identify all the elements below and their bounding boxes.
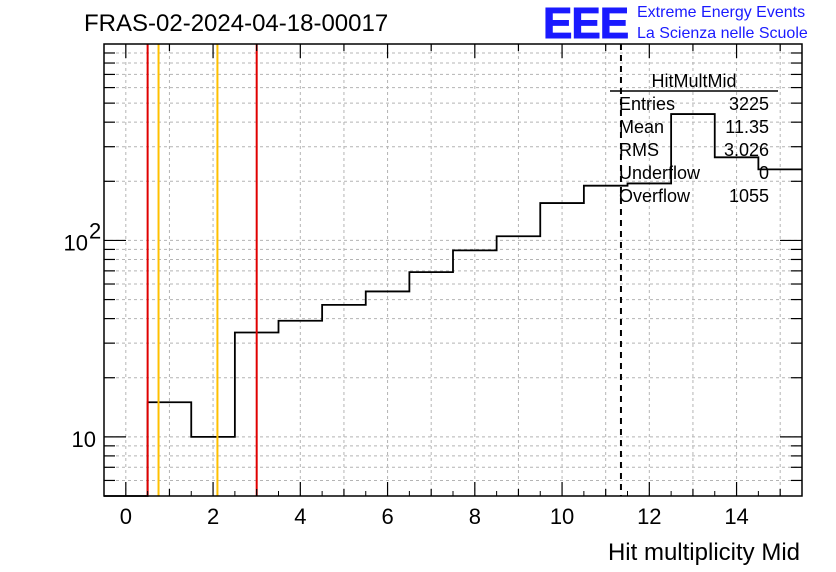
stats-label-mean: Mean bbox=[619, 117, 664, 137]
x-tick-label: 6 bbox=[381, 504, 393, 529]
x-tick-label: 2 bbox=[207, 504, 219, 529]
stats-value-overflow: 1055 bbox=[729, 186, 769, 206]
y-tick-label: 10 bbox=[72, 427, 96, 452]
stats-title: HitMultMid bbox=[651, 71, 736, 91]
grid bbox=[104, 44, 802, 496]
histogram-bins bbox=[104, 113, 802, 497]
chart-title: FRAS-02-2024-04-18-00017 bbox=[84, 10, 389, 37]
histogram-bin bbox=[497, 236, 541, 496]
x-tick-label: 14 bbox=[724, 504, 748, 529]
x-axis-label: Hit multiplicity Mid bbox=[608, 539, 800, 566]
stats-label-rms: RMS bbox=[619, 140, 659, 160]
stats-value-mean: 11.35 bbox=[725, 117, 769, 137]
histogram-outline bbox=[104, 113, 802, 497]
y-tick-exponent: 2 bbox=[89, 218, 101, 243]
stats-box: HitMultMid Entries 3225 Mean 11.35 RMS 3… bbox=[610, 71, 778, 206]
x-tick-label: 8 bbox=[469, 504, 481, 529]
stats-label-entries: Entries bbox=[619, 94, 675, 114]
x-tick-label: 0 bbox=[120, 504, 132, 529]
logo-tagline-1: Extreme Energy Events bbox=[637, 4, 806, 21]
y-tick-label: 10 bbox=[64, 230, 88, 255]
x-tick-labels: 0 2 4 6 8 10 12 14 bbox=[120, 504, 749, 529]
stats-value-entries: 3225 bbox=[729, 94, 769, 114]
vertical-markers bbox=[146, 44, 622, 496]
logo-tagline-2: La Scienza nelle Scuole bbox=[637, 25, 808, 42]
stats-value-rms: 3.026 bbox=[724, 140, 769, 160]
stats-label-overflow: Overflow bbox=[619, 186, 691, 206]
axis-ticks bbox=[104, 44, 802, 496]
eee-logo: EEE bbox=[542, 0, 629, 48]
histogram-bin bbox=[279, 321, 323, 496]
histogram-bin bbox=[409, 272, 453, 496]
x-tick-label: 10 bbox=[550, 504, 574, 529]
x-tick-label: 4 bbox=[294, 504, 306, 529]
stats-label-underflow: Underflow bbox=[619, 163, 701, 183]
stats-value-underflow: 0 bbox=[759, 163, 769, 183]
x-tick-label: 12 bbox=[637, 504, 661, 529]
